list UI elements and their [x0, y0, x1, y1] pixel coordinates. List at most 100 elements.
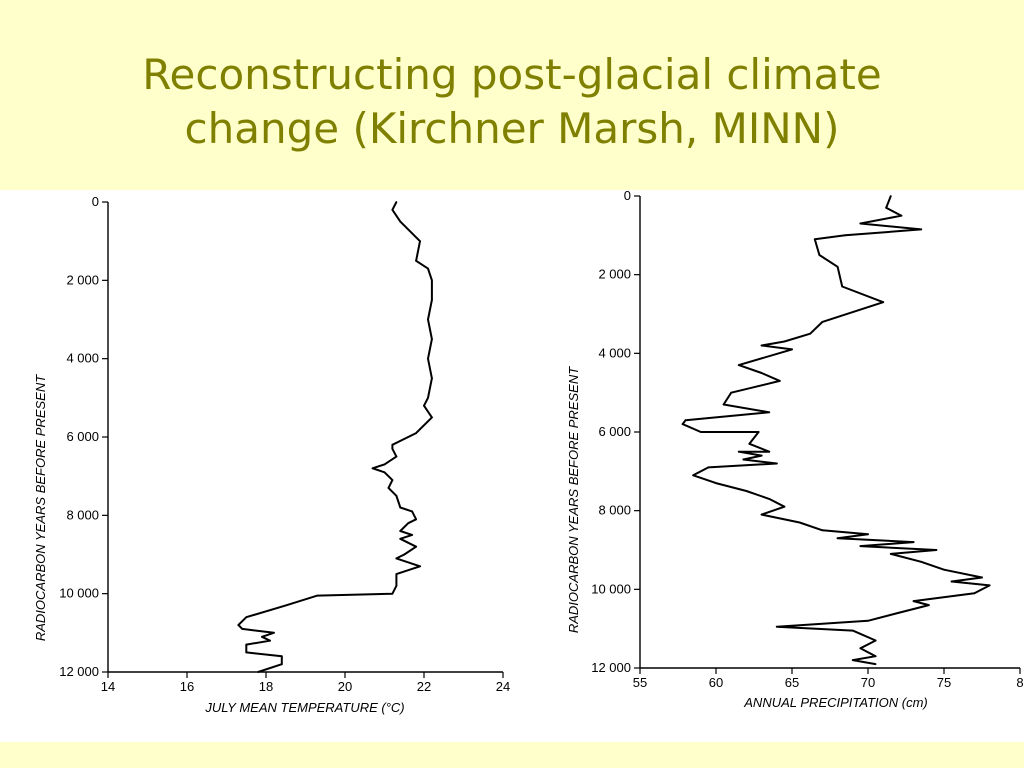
- chart-0-data-point: [411, 232, 413, 235]
- chart-1-data-point: [692, 474, 695, 477]
- chart-1-data-point: [775, 462, 778, 465]
- chart-1-data-point: [988, 584, 991, 587]
- chart-1-y-tick-label: 6 000: [598, 424, 631, 439]
- chart-1-data-point: [760, 513, 763, 516]
- chart-0-data-point: [391, 592, 394, 595]
- chart-1-data-point: [935, 549, 938, 551]
- chart-1-x-tick-label: 55: [633, 675, 647, 690]
- chart-0-data-point: [395, 494, 398, 497]
- chart-0-data-point: [280, 663, 283, 666]
- chart-1-data-point: [920, 228, 923, 231]
- chart-1-data-point: [760, 344, 763, 347]
- chart-0-data-point: [395, 573, 398, 575]
- temperature-chart-xlabel: JULY MEAN TEMPERATURE (°C): [204, 700, 404, 715]
- chart-1-data-point: [851, 629, 854, 632]
- chart-0-data-point: [395, 584, 398, 587]
- chart-1-data-point: [943, 568, 945, 571]
- chart-0-data-point: [411, 534, 413, 536]
- chart-1-data-point: [836, 265, 839, 268]
- chart-1-data-point: [775, 625, 778, 628]
- chart-0-data-point: [423, 404, 425, 407]
- chart-1-data-point: [981, 576, 983, 579]
- chart-1-data-point: [973, 592, 976, 595]
- chart-1-y-tick-label: 12 000: [591, 660, 631, 675]
- chart-0-data-point: [237, 624, 240, 626]
- chart-0-data-point: [395, 201, 398, 203]
- chart-1-data-point: [841, 285, 844, 288]
- chart-0-y-tick-label: 2 000: [66, 272, 99, 287]
- chart-0-data-point: [399, 537, 402, 540]
- chart-0-data-point: [269, 639, 271, 642]
- chart-1-data-point: [818, 254, 821, 256]
- chart-1-data-point: [900, 214, 903, 217]
- chart-0-data-point: [407, 436, 410, 438]
- chart-0-data-point: [245, 643, 248, 646]
- chart-0-data-point: [403, 553, 406, 556]
- chart-1-data-point: [813, 238, 816, 241]
- chart-0-data-point: [415, 545, 417, 548]
- chart-1-data-point: [920, 560, 923, 563]
- chart-0-x-tick-label: 20: [338, 679, 352, 694]
- chart-1-y-tick-label: 10 000: [591, 581, 631, 596]
- chart-0-data-point: [241, 628, 244, 630]
- chart-0-series-line-0: [237, 201, 433, 673]
- chart-1-data-point: [836, 537, 839, 540]
- chart-1-data-point: [950, 580, 953, 583]
- chart-1-data-point: [760, 372, 763, 374]
- chart-0-data-point: [419, 565, 421, 568]
- chart-1-data-point: [867, 533, 869, 536]
- chart-0-data-point: [419, 240, 421, 243]
- chart-1-data-point: [874, 639, 877, 642]
- chart-0-data-point: [415, 518, 417, 521]
- chart-1-data-point: [889, 553, 892, 555]
- chart-0-x-tick-label: 24: [496, 679, 510, 694]
- chart-0-data-point: [383, 471, 386, 474]
- chart-1-data-point: [722, 403, 725, 406]
- chart-1-data-point: [737, 450, 740, 453]
- chart-1-data-point: [742, 458, 745, 461]
- precipitation-chart-ylabel: RADIOCARBON YEARS BEFORE PRESENT: [566, 366, 581, 633]
- chart-0-data-point: [273, 631, 275, 634]
- chart-0-x-tick-label: 18: [259, 679, 273, 694]
- chart-0-data-point: [391, 443, 394, 446]
- chart-0-y-tick-label: 8 000: [66, 507, 99, 522]
- chart-1-y-tick-label: 2 000: [598, 267, 631, 282]
- chart-1-x-tick-label: 65: [785, 675, 799, 690]
- chart-1-data-point: [859, 222, 862, 225]
- chart-0-data-point: [399, 220, 402, 223]
- chart-1-y-tick-label: 4 000: [598, 345, 631, 360]
- chart-1-x-tick-label: 60: [709, 675, 723, 690]
- chart-1-data-point: [768, 411, 771, 414]
- chart-0-y-tick-label: 10 000: [59, 586, 99, 601]
- precipitation-chart-xlabel: ANNUAL PRECIPITATION (cm): [743, 695, 927, 710]
- chart-1-data-point: [748, 442, 751, 445]
- chart-1-data-point: [778, 380, 781, 382]
- chart-0-data-point: [427, 318, 429, 321]
- chart-0-x-tick-label: 22: [417, 679, 431, 694]
- chart-0-data-point: [427, 267, 429, 270]
- chart-0-data-point: [399, 506, 402, 509]
- chart-0-data-point: [411, 510, 413, 513]
- chart-1-data-point: [912, 600, 915, 602]
- chart-1-x-tick-label: 8: [1016, 675, 1023, 690]
- chart-1-y-tick-label: 0: [624, 190, 631, 203]
- chart-1-data-point: [681, 423, 684, 425]
- bottom-strip: [0, 742, 1024, 768]
- chart-1-data-point: [809, 332, 812, 335]
- slide-title-line1: Reconstructing post-glacial climate: [142, 50, 882, 99]
- precipitation-chart: RADIOCARBON YEARS BEFORE PRESENT ANNUAL …: [566, 190, 1024, 710]
- chart-1-data-point: [737, 364, 740, 366]
- temperature-chart: RADIOCARBON YEARS BEFORE PRESENT JULY ME…: [33, 194, 510, 715]
- chart-0-data-point: [383, 463, 386, 466]
- chart-1-x-tick-label: 75: [937, 675, 951, 690]
- chart-0-data-point: [387, 487, 390, 489]
- chart-1-data-point: [889, 195, 892, 197]
- chart-0-data-point: [395, 455, 398, 458]
- chart-0-data-point: [245, 651, 248, 654]
- slide-title-line2: change (Kirchner Marsh, MINN): [184, 104, 840, 153]
- chart-0-data-point: [399, 530, 402, 532]
- chart-1-data-point: [768, 450, 771, 453]
- chart-1-data-point: [859, 545, 862, 547]
- chart-1-data-point: [745, 490, 748, 492]
